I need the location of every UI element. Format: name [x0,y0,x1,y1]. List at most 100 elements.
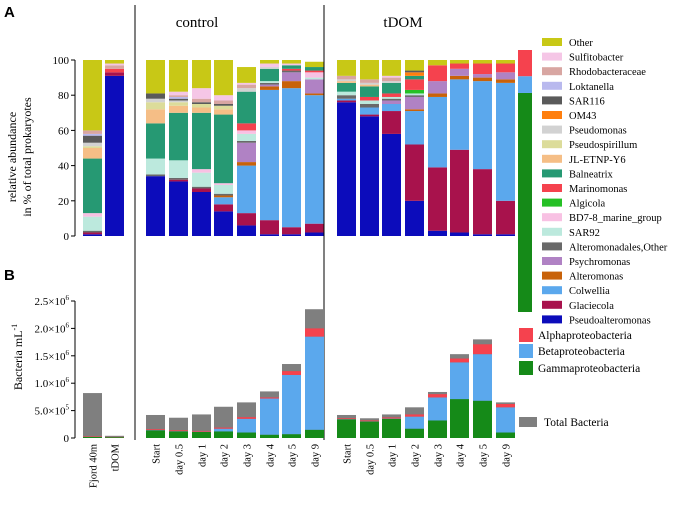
bar-a-control-day-1-sar116 [192,102,211,104]
bar-b-control-day-0-5-alphaproteobacteria [169,430,188,432]
bar-a-fjord-tdom-other [105,60,124,64]
legend-label-bd7-8-marine-group: BD7-8_marine_group [569,213,662,224]
bar-b-tdom-day-1-alphaproteobacteria [382,417,401,419]
bar-b-tdom-day-5-alphaproteobacteria [473,344,492,355]
legend-label-colwellia: Colwellia [569,286,610,297]
bar-a-tdom-day-4-alteromonas [450,75,469,80]
bar-b-control-day-3-gammaproteobacteria [237,432,256,438]
bar-b-control-day-9-betaproteobacteria [305,336,324,430]
bar-a-tdom-start-glaciecola [337,100,356,103]
y-tick-label-b: 2.5×106 [35,294,70,308]
bar-a-control-day-1-sulfitobacter [192,88,211,99]
bar-a-tdom-day-2-om43 [405,72,424,76]
bar-b-tdom-day-9-alphaproteobacteria [496,404,515,408]
bar-b-tdom-start-gammaproteobacteria [337,419,356,438]
bar-a-tdom-day-3-other [428,60,447,66]
group-title-tdom: tDOM [383,15,422,31]
legend-label-om43: OM43 [569,111,596,122]
bar-a-control-day-0-5-pseudoalteromonas [169,181,188,236]
bar-a-tdom-start-alteromonadales-other [337,95,356,99]
legend-swatch-alteromonadales-other [542,242,562,251]
bar-b-tdom-day-1-gammaproteobacteria [382,418,401,438]
bar-a-control-day-1-glaciecola [192,188,211,192]
bar-a-control-day-1-pseudoalteromonas [192,192,211,236]
bar-a-control-start-alteromonadales-other [146,174,165,177]
bar-a-fjord-fjord-40m-jl-etnp-y6 [83,148,102,159]
bar-a-tdom-day-2-sar116 [405,70,424,73]
y-tick-label-b-exp: 6 [66,294,70,302]
bar-a-tdom-day-1-glaciecola [382,111,401,134]
bar-a-control-day-1-alteromonadales-other [192,186,211,189]
bar-a-control-day-4-pseudoalteromonas [260,234,279,236]
bar-a-tdom-day-1-pseudomonas [382,81,401,83]
bar-a-control-day-9-colwellia [305,95,324,224]
bar-a-tdom-day-9-pseudoalteromonas [496,234,515,236]
bar-a-tdom-day-5-glaciecola [473,169,492,235]
bar-a-control-day-0-5-rhodobacteraceae [169,95,188,97]
x-label-tdom-day-3: day 3 [434,444,445,467]
bar-a-control-day-4-sulfitobacter [260,63,279,68]
bar-a-control-day-3-balneatrix [237,91,256,124]
bar-a-tdom-day-2-alteromonas [405,109,424,112]
legend-label-pseudoalteromonas: Pseudoalteromonas [569,315,651,326]
bar-b-control-day-5-betaproteobacteria [282,374,301,435]
bar-a-tdom-day-4-colwellia [450,79,469,150]
bar-a-control-day-5-psychromonas [282,72,301,82]
bar-a-control-day-9-alteromonas [305,93,324,96]
bar-b-tdom-day-0-5-alphaproteobacteria [360,420,379,422]
bar-a-control-day-9-glaciecola [305,223,324,233]
y-tick-label-b-exp: 6 [66,321,70,329]
legend-label-sar92: SAR92 [569,228,600,239]
bar-a-tdom-day-2-alteromonadales-other [405,95,424,97]
bar-a-tdom-day-5-pseudoalteromonas [473,234,492,236]
legend-label-rhodobacteraceae: Rhodobacteraceae [569,67,646,78]
bar-a-tdom-day-0-5-jl-etnp-y6 [360,84,379,87]
x-label-fjord-tdom: tDOM [111,443,122,471]
bar-b-control-day-3-alphaproteobacteria [237,417,256,419]
y-tick-label-b-exp: 5 [66,404,70,412]
y-tick-label-a: 100 [53,55,70,67]
bar-a-control-day-2-balneatrix [214,114,233,184]
bar-a-tdom-day-9-glaciecola [496,200,515,235]
bar-a-fjord-fjord-40m-sar92 [83,216,102,231]
legend-swatch-total-bacteria [519,417,537,427]
bar-a-tdom-day-5-psychromonas [473,74,492,78]
bar-a-control-day-0-5-alteromonadales-other [169,177,188,180]
legend-swatch-balneatrix [542,169,562,178]
bar-a-control-day-5-marinomonas [282,68,301,71]
bar-a-tdom-day-5-colwellia [473,81,492,170]
bar-b-tdom-day-9-gammaproteobacteria [496,432,515,438]
bar-a-control-day-4-colwellia [260,89,279,221]
bar-b-control-day-0-5-gammaproteobacteria [169,431,188,438]
bar-a-control-day-9-sar92 [305,77,324,80]
bar-a-tdom-day-9-marinomonas [496,63,515,73]
x-label-tdom-day-1: day 1 [388,444,399,467]
bar-a-control-day-2-pseudoalteromonas [214,211,233,236]
bar-b-tdom-day-0-5-gammaproteobacteria [360,421,379,438]
bar-a-tdom-day-0-5-balneatrix [360,86,379,97]
legend-swatch-jl-etnp-y6 [542,154,562,163]
bar-a-tdom-day-2-other [405,60,424,71]
x-label-control-day-0-5: day 0.5 [175,444,186,475]
bar-a-control-day-4-alteromonas [260,86,279,90]
bar-a-control-day-5-other [282,60,301,64]
legend-label-algicola: Algicola [569,199,605,210]
bar-a-fjord-tdom-rhodobacteraceae [105,65,124,69]
bar-a-control-day-5-glaciecola [282,227,301,235]
bar-a-tdom-day-5-alteromonas [473,77,492,82]
y-axis-title-b-text: Bacteria mL-1 [10,324,25,390]
bar-a-control-day-5-alteromonadales-other [282,70,301,73]
bar-b-fjord-fjord-40m-alphaproteobacteria [83,436,102,437]
x-label-tdom-day-5: day 5 [479,444,490,467]
bar-a-tdom-start-rhodobacteraceae [337,75,356,80]
legend-label-alphaproteobacteria: Alphaproteobacteria [538,330,632,342]
bar-a-fjord-fjord-40m-glaciecola [83,232,102,235]
bar-b-fjord-tdom-gammaproteobacteria [105,437,124,438]
bar-a-control-day-2-pseudospirillum [214,105,233,110]
bar-a-fjord-fjord-40m-alteromonadales-other [83,230,102,233]
x-label-control-day-9: day 9 [311,444,322,467]
y-tick-label-a: 20 [58,196,70,208]
bar-b-control-day-3-betaproteobacteria [237,418,256,433]
bar-a-control-day-2-rhodobacteraceae [214,100,233,104]
